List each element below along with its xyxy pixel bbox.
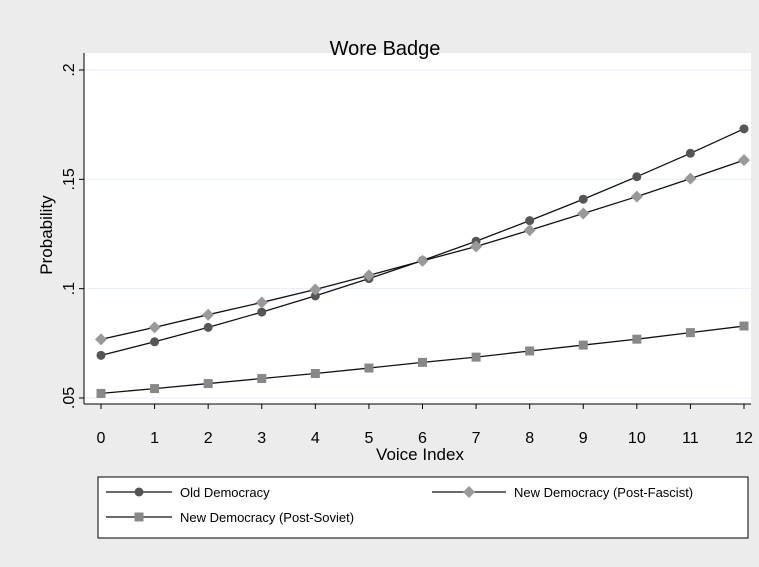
- data-point: [255, 296, 268, 309]
- legend-item-1: Old Democracy: [106, 485, 270, 500]
- x-tick-label: 0: [97, 430, 106, 447]
- data-point: [257, 374, 267, 384]
- x-tick-label: 1: [150, 430, 159, 447]
- data-point: [95, 333, 107, 346]
- data-point: [632, 334, 642, 344]
- x-tick-label: 7: [472, 430, 481, 447]
- series-group: [95, 124, 750, 398]
- data-point: [738, 154, 750, 167]
- data-point: [203, 322, 213, 332]
- data-point: [310, 291, 320, 301]
- y-tick-label: .1: [61, 282, 78, 295]
- legend-label: New Democracy (Post-Fascist): [514, 485, 693, 500]
- legend-label: New Democracy (Post-Soviet): [180, 510, 354, 525]
- y-axis-label: Probability: [37, 195, 56, 275]
- data-point: [257, 307, 267, 317]
- chart-title: Wore Badge: [330, 38, 441, 60]
- x-tick-label: 6: [418, 430, 427, 447]
- data-point: [203, 379, 213, 389]
- data-point: [630, 190, 643, 203]
- legend-item-2: New Democracy (Post-Fascist): [432, 485, 693, 500]
- x-tick-label: 12: [735, 430, 753, 447]
- data-point: [364, 363, 374, 373]
- x-axis-label: Voice Index: [376, 445, 464, 464]
- x-tick-label: 11: [682, 430, 699, 447]
- legend-marker: [134, 487, 144, 497]
- data-point: [685, 328, 695, 338]
- legend-marker: [463, 486, 475, 498]
- plot-area: [84, 53, 751, 404]
- data-point: [310, 369, 320, 379]
- data-point: [577, 207, 590, 220]
- data-point: [578, 340, 588, 350]
- data-point: [525, 216, 535, 226]
- data-point: [578, 194, 588, 204]
- x-tick-label: 10: [628, 430, 646, 447]
- data-point: [362, 269, 375, 282]
- legend-box: [97, 476, 749, 539]
- y-tick-label: .05: [61, 387, 78, 409]
- series-3: [96, 321, 749, 398]
- x-tick-label: 3: [257, 430, 266, 447]
- x-tick-label: 5: [364, 430, 373, 447]
- y-tick-label: .15: [61, 168, 78, 190]
- data-point: [739, 321, 749, 331]
- legend-item-3: New Democracy (Post-Soviet): [106, 510, 354, 525]
- data-point: [632, 172, 642, 182]
- data-point: [470, 240, 483, 253]
- data-point: [150, 384, 160, 394]
- data-point: [148, 321, 161, 334]
- data-point: [418, 357, 427, 367]
- legend-marker: [134, 512, 144, 522]
- data-point: [96, 388, 106, 398]
- data-point: [684, 172, 697, 185]
- data-point: [150, 337, 160, 347]
- x-tick-label: 9: [579, 430, 588, 447]
- data-point: [739, 124, 749, 134]
- x-tick-label: 2: [204, 430, 213, 447]
- data-point: [96, 350, 106, 360]
- series-2: [95, 154, 750, 346]
- x-tick-label: 4: [311, 430, 320, 447]
- data-point: [523, 224, 536, 237]
- legend-label: Old Democracy: [180, 485, 270, 500]
- data-point: [202, 308, 215, 321]
- data-point: [471, 352, 481, 362]
- data-point: [685, 148, 695, 158]
- data-point: [525, 346, 535, 356]
- legend: Old Democracy New Democracy (Post-Fascist…: [97, 476, 749, 539]
- y-tick-label: .2: [61, 63, 78, 76]
- data-point: [416, 254, 429, 267]
- data-point: [309, 283, 322, 296]
- x-tick-label: 8: [525, 430, 534, 447]
- axes: .05.1.15.20 1 2 3 4 5 6 7 8 9 10 11 12: [61, 53, 753, 447]
